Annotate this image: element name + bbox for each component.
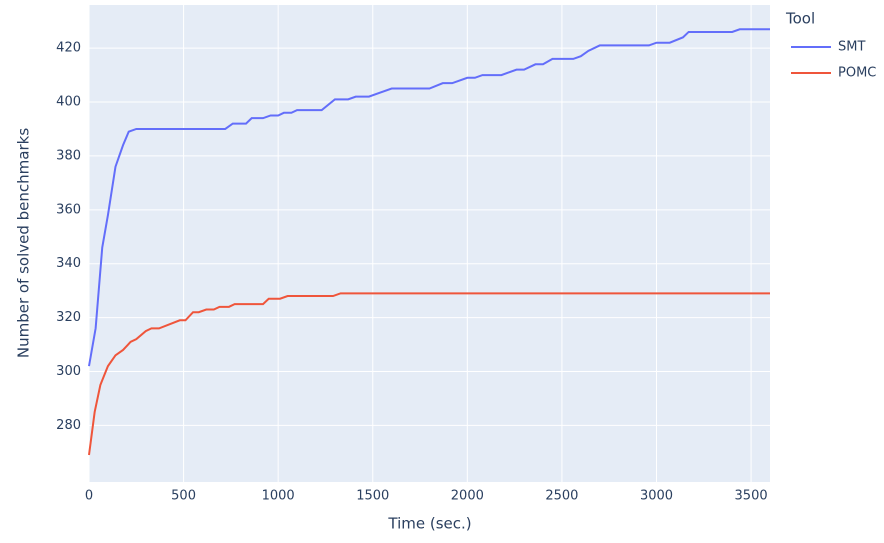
legend-label: POMC [838,66,876,81]
x-tick-label: 3500 [735,489,768,504]
y-tick-label: 280 [56,418,81,433]
legend-title: Tool [785,10,815,28]
y-tick-label: 400 [56,95,81,110]
y-tick-label: 320 [56,310,81,325]
y-tick-label: 380 [56,148,81,163]
y-tick-label: 340 [56,256,81,271]
x-tick-label: 2000 [451,489,484,504]
x-tick-label: 2500 [545,489,578,504]
y-tick-label: 300 [56,364,81,379]
line [88,292,770,456]
x-tick-label: 0 [85,489,93,504]
x-tick-label: 3000 [640,489,673,504]
plot-area [89,5,770,482]
y-axis-title: Number of solved benchmarks [15,128,33,358]
legend-label: SMT [838,40,865,55]
x-axis-title: Time (sec.) [387,515,471,533]
y-tick-label: 420 [56,41,81,56]
x-tick-label: 1000 [262,489,295,504]
x-tick-label: 1500 [356,489,389,504]
y-tick-label: 360 [56,202,81,217]
x-tick-label: 500 [171,489,196,504]
line [88,28,770,367]
